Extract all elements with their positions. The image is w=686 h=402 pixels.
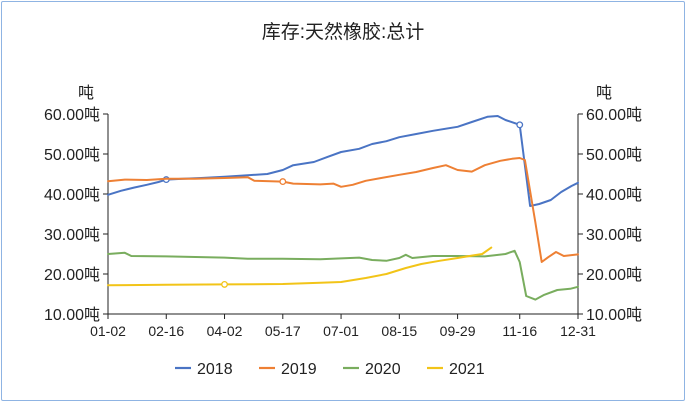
y-tick-label-right: 20.00吨 [586,266,642,284]
y-tick-label-right: 10.00吨 [586,306,642,324]
y-tick-label-right: 60.00吨 [586,106,642,124]
series-marker-2018 [516,121,524,129]
y-tick-label-right: 50.00吨 [586,146,642,164]
y-tick-label-left: 20.00吨 [44,266,100,284]
y-tick-label-right: 40.00吨 [586,186,642,204]
x-tick-label: 07-01 [323,323,359,339]
y-tick-label-left: 60.00吨 [44,106,100,124]
series-lines [107,115,579,301]
series-marker-2019 [279,178,287,186]
series-line-2020 [107,249,579,301]
x-tick-label: 01-02 [90,323,126,339]
y-tick-label-left: 30.00吨 [44,226,100,244]
x-tick-label: 09-29 [440,323,476,339]
y-unit-label-right: 吨 [596,84,612,102]
series-line-2019 [107,157,579,263]
x-tick-label: 11-16 [502,323,537,339]
y-unit-label-left: 吨 [78,84,94,102]
axes: 10.00吨 10.00吨 20.00吨 20.00吨 30.00吨 30.00吨 40.0… [44,106,642,339]
legend: 2018 2019 2020 2021 [175,361,485,378]
y-tick-label-left: 40.00吨 [44,186,100,204]
x-tick-label: 05-17 [265,323,301,339]
y-tick-label-right: 30.00吨 [586,226,642,244]
legend-label-2019: 2019 [281,361,317,378]
chart-title: 库存:天然橡胶:总计 [262,21,425,43]
series-marker-2021 [221,280,228,288]
legend-label-2021: 2021 [449,361,485,378]
y-tick-label-left: 10.00吨 [44,306,100,324]
x-tick-label: 02-16 [148,323,184,339]
x-tick-label: 04-02 [207,323,243,339]
x-tick-label: 12-31 [560,323,596,339]
series-line-2021 [107,246,493,287]
series-line-2018 [107,115,579,207]
x-tick-label: 08-15 [381,323,417,339]
legend-label-2020: 2020 [365,361,401,378]
legend-label-2018: 2018 [197,361,233,378]
y-tick-label-left: 50.00吨 [44,146,100,164]
